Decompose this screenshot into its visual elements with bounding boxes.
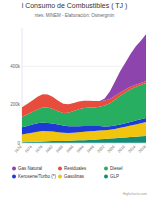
x-tick bbox=[104, 143, 105, 145]
legend-symbol bbox=[58, 167, 62, 171]
legend-label: Diesel bbox=[110, 166, 123, 171]
plot-area bbox=[22, 34, 146, 143]
x-tick bbox=[42, 143, 43, 145]
x-tick-label: 1970 bbox=[14, 145, 23, 154]
x-tick bbox=[84, 143, 85, 145]
x-tick-label: 2014 bbox=[128, 145, 137, 154]
x-tick bbox=[53, 143, 54, 145]
x-tick bbox=[22, 143, 23, 145]
area bbox=[22, 34, 146, 107]
x-tick bbox=[32, 143, 33, 145]
legend-label: Gasolinas bbox=[64, 174, 85, 179]
legend-label: Kerosene/Turbo (*) bbox=[18, 174, 57, 179]
x-tick-label: 2002 bbox=[97, 145, 106, 154]
x-tick-label: 1978 bbox=[35, 145, 44, 154]
x-tick-label: 1974 bbox=[24, 145, 33, 154]
y-tick-label: 400k bbox=[10, 64, 21, 69]
legend-label: Gas Natural bbox=[18, 166, 42, 171]
x-tick-label: 1990 bbox=[66, 145, 75, 154]
x-tick-label: 1986 bbox=[55, 145, 64, 154]
legend-label: GLP bbox=[110, 174, 119, 179]
x-tick-label: 1994 bbox=[76, 145, 85, 154]
legend-label: Residuales bbox=[64, 166, 87, 171]
x-tick-label: 1998 bbox=[86, 145, 95, 154]
x-tick bbox=[125, 143, 126, 145]
x-tick-label: 2006 bbox=[107, 145, 116, 154]
subtitle: ntes: MINEM - Elaboración: Osinergmin bbox=[35, 13, 115, 18]
legend-symbol bbox=[58, 175, 62, 179]
legend-symbol bbox=[12, 167, 16, 171]
x-tick bbox=[115, 143, 116, 145]
title: l Consumo de Combustibles ( TJ ) bbox=[22, 2, 128, 10]
x-tick bbox=[146, 143, 147, 145]
x-tick-label: 2018 bbox=[138, 145, 147, 154]
x-tick bbox=[94, 143, 95, 145]
x-tick bbox=[63, 143, 64, 145]
x-tick bbox=[135, 143, 136, 145]
legend-symbol bbox=[104, 175, 108, 179]
x-tick bbox=[73, 143, 74, 145]
x-tick-label: 2010 bbox=[117, 145, 126, 154]
credits: Highcharts.com bbox=[123, 192, 147, 196]
legend-symbol bbox=[12, 175, 16, 179]
legend-symbol bbox=[104, 167, 108, 171]
x-tick-label: 1982 bbox=[45, 145, 54, 154]
chart: l Consumo de Combustibles ( TJ ) ntes: MI… bbox=[0, 0, 149, 198]
y-tick-label: 200k bbox=[10, 102, 21, 107]
